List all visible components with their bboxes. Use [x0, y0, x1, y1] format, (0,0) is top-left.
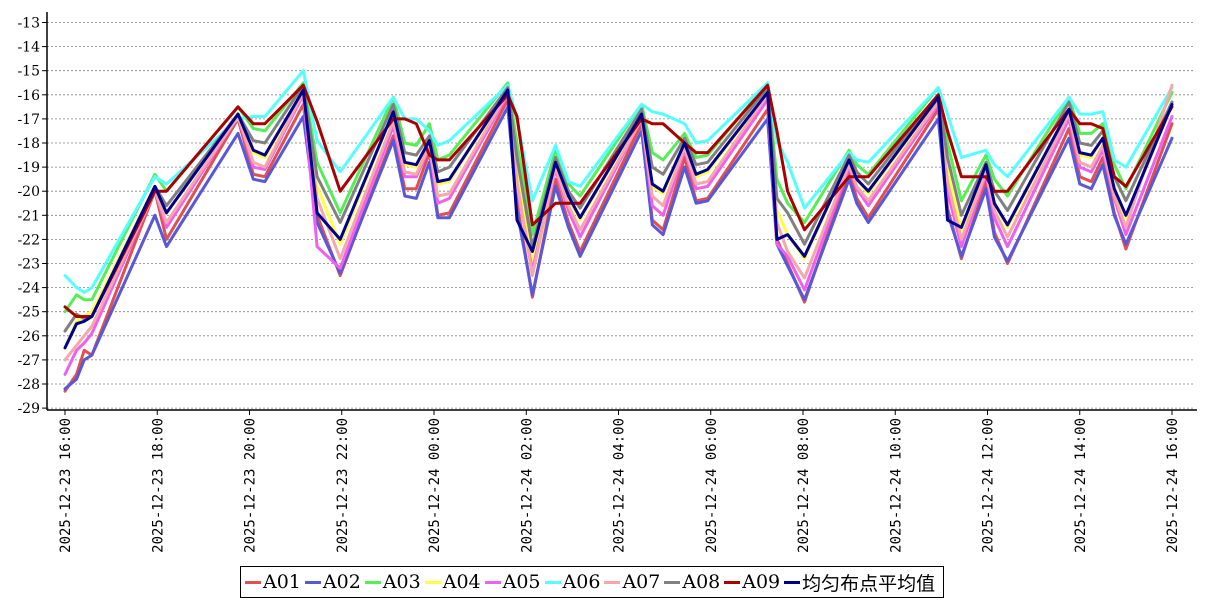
y-tick-label: -15 [17, 64, 40, 80]
y-tick-labels: -13 -14 -15 -16 -17 -18 -19 -20 -21 -22 -23 -24 -25 -… [17, 16, 47, 417]
x-tick-label: 2025-12-24 08:00 [796, 418, 812, 553]
series-line-A06 [63, 69, 1174, 294]
legend-label: A03 [382, 571, 421, 593]
legend-label: A07 [622, 571, 661, 593]
legend-label: A08 [682, 571, 721, 593]
legend-item: A09 [724, 571, 780, 593]
legend-label: 均匀布点平均值 [802, 572, 936, 595]
legend-swatch [424, 580, 441, 584]
axes [46, 12, 1197, 411]
y-tick-label: -22 [17, 232, 40, 248]
legend-item: A06 [544, 571, 601, 593]
legend-label: A04 [442, 571, 481, 593]
legend-item: A03 [364, 571, 421, 593]
y-tick-label: -21 [17, 208, 40, 224]
legend-item: A01 [245, 571, 301, 593]
x-tick-label: 2025-12-23 16:00 [58, 418, 74, 553]
legend-item: A08 [664, 571, 720, 593]
legend-item: A05 [484, 571, 541, 593]
legend-swatch [544, 580, 561, 584]
series-line-均匀布点平均值 [63, 88, 1174, 350]
y-tick-label: -29 [17, 401, 40, 417]
y-tick-label: -14 [17, 40, 40, 56]
x-tick-labels: 2025-12-23 16:00 2025-12-23 18:00 2025-12-… [58, 410, 1181, 553]
x-tick-label: 2025-12-23 20:00 [243, 418, 259, 553]
x-tick-label: 2025-12-24 16:00 [1165, 418, 1181, 553]
x-tick-label: 2025-12-24 04:00 [612, 418, 628, 553]
y-tick-label: -20 [17, 184, 40, 200]
legend-item: A02 [304, 571, 361, 593]
legend-item: A07 [604, 571, 660, 593]
legend-swatch [304, 580, 321, 584]
legend-label: A02 [322, 571, 361, 593]
legend-label: A09 [742, 571, 781, 593]
y-tick-label: -24 [17, 281, 40, 297]
y-tick-label: -17 [17, 112, 40, 128]
x-tick-label: 2025-12-24 10:00 [888, 418, 904, 553]
y-tick-label: -25 [17, 305, 40, 321]
legend-swatch [664, 580, 681, 584]
y-tick-label: -23 [17, 257, 40, 273]
series-line-A03 [63, 81, 1174, 314]
x-tick-label: 2025-12-24 14:00 [1073, 418, 1089, 553]
legend-label: A05 [502, 571, 541, 593]
series-lines [63, 69, 1174, 393]
series-line-A09 [63, 83, 1174, 318]
legend-swatch [484, 580, 501, 584]
x-tick-label: 2025-12-24 12:00 [981, 418, 997, 553]
legend-item: 均匀布点平均值 [784, 569, 935, 596]
x-tick-label: 2025-12-23 22:00 [335, 418, 351, 553]
y-tick-label: -13 [17, 16, 40, 32]
x-tick-label: 2025-12-23 18:00 [150, 418, 166, 553]
legend-swatch [245, 580, 261, 584]
y-tick-label: -26 [17, 329, 40, 345]
legend-swatch [784, 580, 801, 584]
y-tick-label: -27 [17, 353, 40, 369]
legend-swatch [364, 580, 381, 584]
y-tick-label: -28 [17, 377, 40, 393]
y-tick-label: -18 [17, 136, 40, 152]
y-tick-label: -16 [17, 88, 40, 104]
legend-label: A06 [562, 571, 601, 593]
legend-item: A04 [424, 571, 481, 593]
x-tick-label: 2025-12-24 02:00 [519, 418, 535, 553]
series-line-A02 [63, 105, 1174, 391]
x-tick-label: 2025-12-24 06:00 [704, 418, 720, 553]
x-tick-label: 2025-12-24 00:00 [427, 418, 443, 553]
legend-label: A01 [263, 571, 301, 593]
legend-swatch [604, 580, 621, 584]
y-tick-label: -19 [17, 160, 40, 176]
legend: A01 A02 A03 A04 A05 A06 A07 A08 A09 均匀布点平均值 [240, 566, 945, 598]
legend-swatch [724, 580, 741, 584]
